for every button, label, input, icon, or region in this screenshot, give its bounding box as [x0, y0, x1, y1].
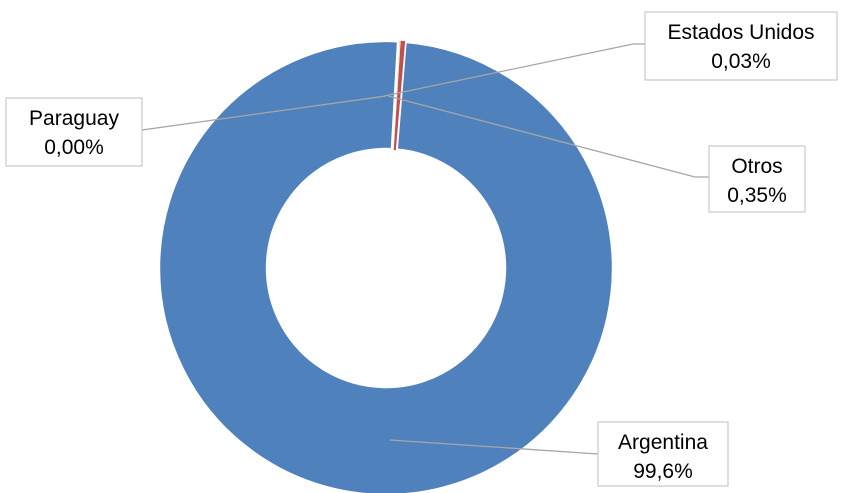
value-label: 99,6%: [633, 460, 693, 483]
category-label: Estados Unidos: [667, 21, 814, 44]
data-label-paraguay: Paraguay 0,00%: [5, 97, 143, 167]
data-label-argentina: Argentina 99,6%: [597, 421, 729, 487]
data-label-box: [597, 421, 729, 487]
leader-line-argentina: [389, 439, 599, 455]
value-label: 0,03%: [711, 50, 771, 73]
slice-argentina: [155, 37, 617, 493]
data-label-estados-unidos: Estados Unidos 0,03%: [644, 11, 838, 81]
category-label: Paraguay: [29, 107, 119, 130]
data-labels: Argentina 99,6% Otros 0,35% Estados Unidos 0,…: [5, 11, 838, 487]
category-label: Otros: [731, 155, 782, 178]
leader-line-otros: [387, 95, 709, 178]
leader-lines: [141, 43, 709, 455]
category-label: Argentina: [618, 431, 708, 454]
leader-line-paraguay: [141, 95, 387, 131]
data-label-otros: Otros 0,35%: [708, 145, 806, 213]
slices: [155, 37, 617, 493]
value-label: 0,00%: [44, 136, 104, 159]
data-label-box: [708, 145, 806, 213]
value-label: 0,35%: [727, 184, 787, 207]
leader-line-estados-unidos: [383, 43, 645, 97]
data-label-box: [5, 97, 143, 167]
data-label-box: [644, 11, 838, 81]
slice-otros: [393, 40, 406, 151]
